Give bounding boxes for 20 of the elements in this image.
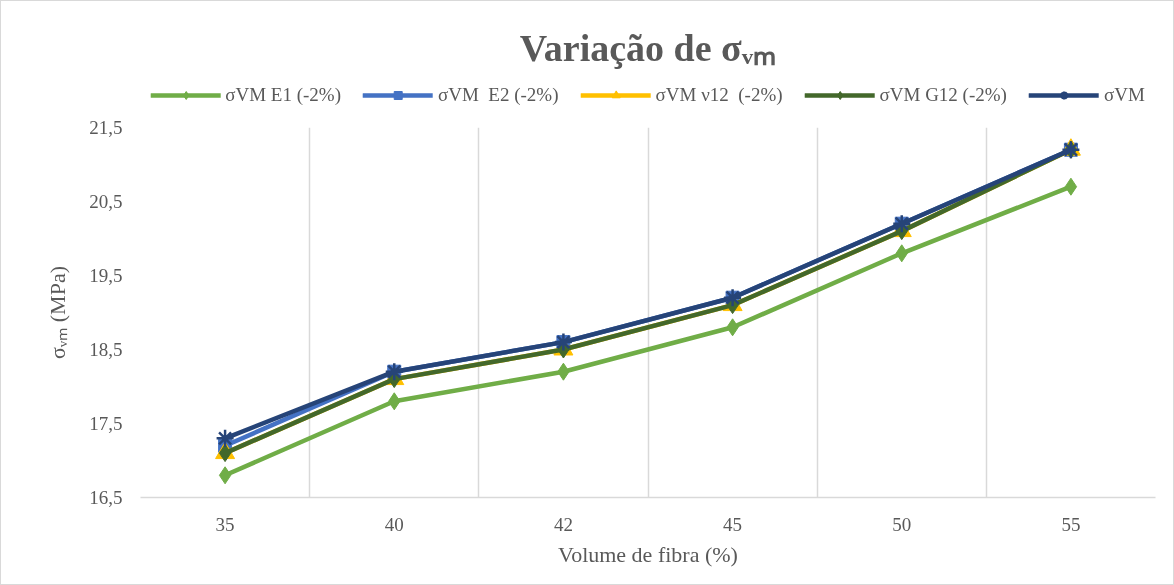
y-tick-label: 21,5 xyxy=(89,117,123,138)
x-tick-label: 42 xyxy=(553,513,573,535)
legend-label: σVM ν12 (-2%) xyxy=(655,84,783,106)
y-tick-label: 20,5 xyxy=(89,191,123,212)
x-tick-label: 35 xyxy=(215,513,235,535)
x-tick-label: 40 xyxy=(384,513,404,535)
x-axis-title: Volume de fibra (%) xyxy=(558,541,738,567)
y-tick-label: 17,5 xyxy=(89,413,123,434)
legend-label: σVM G12 (-2%) xyxy=(879,84,1007,106)
y-tick-label: 18,5 xyxy=(89,339,123,360)
chart-title: Variação de σᵥₘ xyxy=(519,26,777,69)
legend-label: σVM E2 (-2%) xyxy=(437,84,559,106)
y-tick-label: 19,5 xyxy=(89,265,123,286)
legend-label: σVM E1 (-2%) xyxy=(225,84,341,106)
x-tick-label: 55 xyxy=(1061,513,1081,535)
x-tick-label: 50 xyxy=(892,513,912,535)
legend-label: σVM xyxy=(1103,84,1145,106)
y-axis-title: σᵥₘ (MPa) xyxy=(45,265,71,360)
x-tick-label: 45 xyxy=(723,513,743,535)
y-tick-label: 16,5 xyxy=(89,487,123,508)
